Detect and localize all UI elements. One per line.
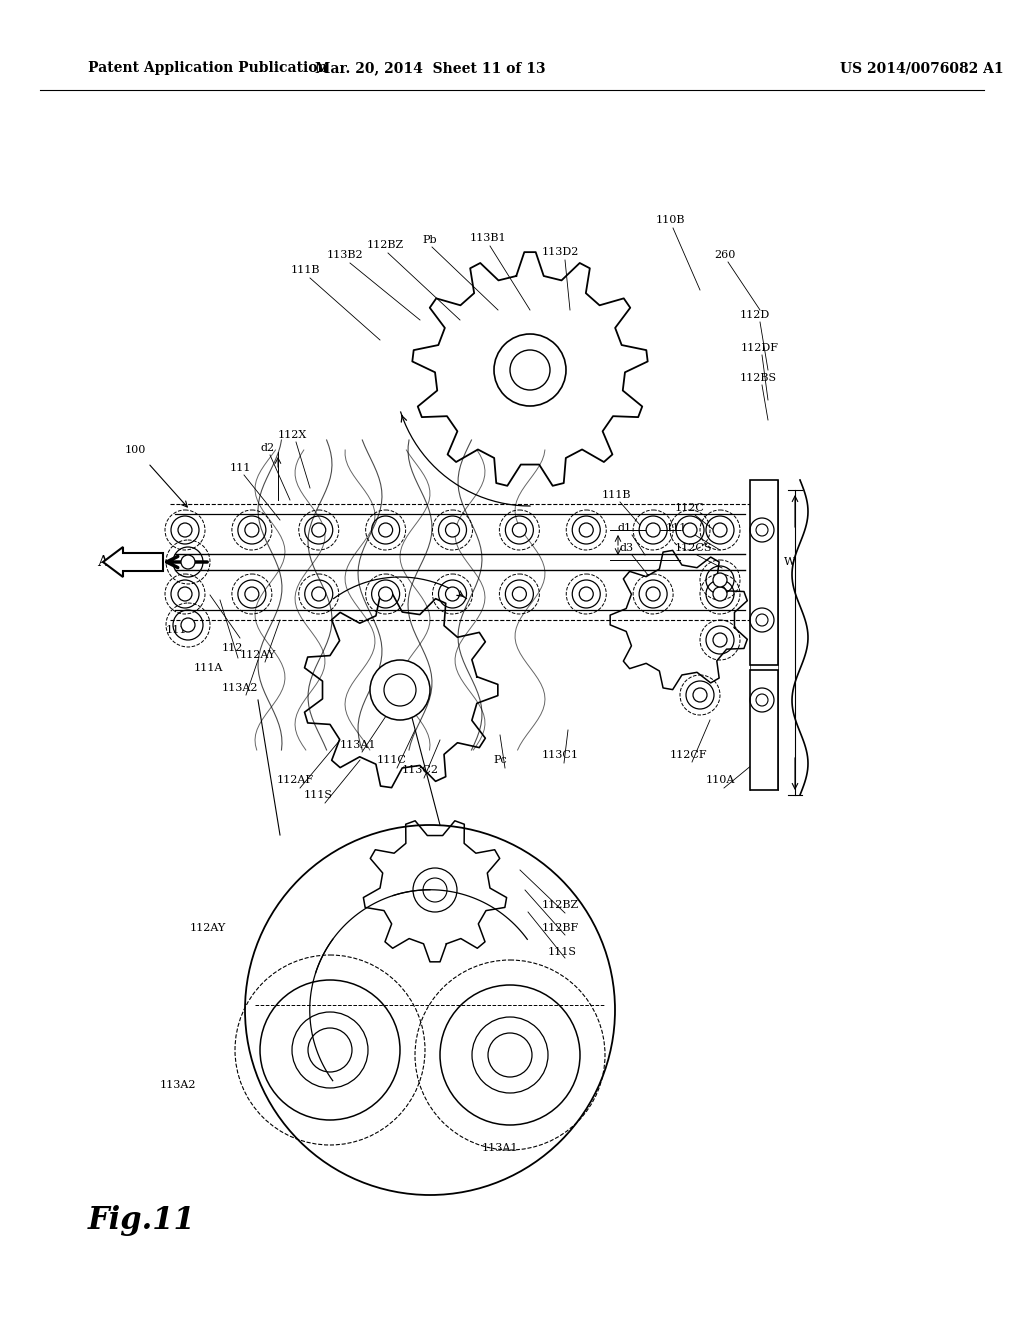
Circle shape bbox=[580, 523, 593, 537]
Text: 110B: 110B bbox=[655, 215, 685, 224]
Circle shape bbox=[311, 587, 326, 601]
Text: 112AF: 112AF bbox=[276, 775, 313, 785]
Text: 112BZ: 112BZ bbox=[367, 240, 403, 249]
Text: 112X: 112X bbox=[278, 430, 306, 440]
Text: 111B: 111B bbox=[290, 265, 319, 275]
Circle shape bbox=[713, 523, 727, 537]
Text: Pc: Pc bbox=[494, 755, 507, 766]
Circle shape bbox=[423, 878, 447, 902]
Text: d1: d1 bbox=[617, 523, 632, 533]
Text: 111S: 111S bbox=[303, 789, 333, 800]
Text: US 2014/0076082 A1: US 2014/0076082 A1 bbox=[840, 61, 1004, 75]
Circle shape bbox=[512, 523, 526, 537]
Text: 113A2: 113A2 bbox=[160, 1080, 197, 1090]
Text: 113B2: 113B2 bbox=[327, 249, 364, 260]
Circle shape bbox=[756, 524, 768, 536]
Text: 111B: 111B bbox=[601, 490, 631, 500]
Text: 111C: 111C bbox=[377, 755, 407, 766]
Circle shape bbox=[580, 587, 593, 601]
Text: 112AY: 112AY bbox=[240, 649, 276, 660]
Text: 112BF: 112BF bbox=[542, 923, 579, 933]
Text: 112BS: 112BS bbox=[739, 374, 776, 383]
Circle shape bbox=[693, 688, 707, 702]
Circle shape bbox=[379, 587, 392, 601]
Circle shape bbox=[181, 554, 195, 569]
Text: 113A1: 113A1 bbox=[340, 741, 376, 750]
Text: 111-: 111- bbox=[166, 624, 190, 635]
Circle shape bbox=[488, 1034, 532, 1077]
Circle shape bbox=[756, 614, 768, 626]
Circle shape bbox=[379, 523, 392, 537]
Circle shape bbox=[510, 350, 550, 389]
Circle shape bbox=[178, 587, 193, 601]
Text: 113B1: 113B1 bbox=[470, 234, 506, 243]
Text: 112: 112 bbox=[221, 643, 243, 653]
Text: 100: 100 bbox=[124, 445, 145, 455]
Text: 113A2: 113A2 bbox=[222, 682, 258, 693]
Circle shape bbox=[756, 694, 768, 706]
Circle shape bbox=[713, 587, 727, 601]
Circle shape bbox=[646, 523, 660, 537]
Text: 112CS: 112CS bbox=[674, 543, 712, 553]
Circle shape bbox=[413, 869, 457, 912]
Text: A: A bbox=[97, 554, 109, 569]
Circle shape bbox=[512, 587, 526, 601]
Text: Patent Application Publication: Patent Application Publication bbox=[88, 61, 328, 75]
Text: Mar. 20, 2014  Sheet 11 of 13: Mar. 20, 2014 Sheet 11 of 13 bbox=[314, 61, 546, 75]
Circle shape bbox=[445, 587, 460, 601]
Text: 111B: 111B bbox=[666, 523, 694, 533]
Text: 112C: 112C bbox=[675, 503, 705, 513]
Text: 113D2: 113D2 bbox=[542, 247, 579, 257]
Text: 260: 260 bbox=[715, 249, 735, 260]
Text: 113C1: 113C1 bbox=[542, 750, 579, 760]
Text: 112D: 112D bbox=[740, 310, 770, 319]
Circle shape bbox=[445, 523, 460, 537]
Text: 112DF: 112DF bbox=[741, 343, 779, 352]
Circle shape bbox=[713, 573, 727, 587]
Circle shape bbox=[384, 675, 416, 706]
Text: 113C2: 113C2 bbox=[401, 766, 438, 775]
Circle shape bbox=[370, 660, 430, 719]
Text: 110A: 110A bbox=[706, 775, 734, 785]
Text: 111A: 111A bbox=[194, 663, 222, 673]
Text: 111S: 111S bbox=[548, 946, 577, 957]
Text: 111: 111 bbox=[229, 463, 251, 473]
Text: 112CF: 112CF bbox=[670, 750, 707, 760]
Text: d2: d2 bbox=[261, 444, 275, 453]
Text: 112BZ: 112BZ bbox=[542, 900, 579, 909]
Circle shape bbox=[494, 334, 566, 407]
Text: W: W bbox=[784, 557, 796, 568]
Circle shape bbox=[646, 587, 660, 601]
Circle shape bbox=[713, 634, 727, 647]
FancyBboxPatch shape bbox=[750, 671, 778, 789]
FancyBboxPatch shape bbox=[750, 480, 778, 665]
Circle shape bbox=[311, 523, 326, 537]
Circle shape bbox=[178, 523, 193, 537]
Circle shape bbox=[683, 523, 697, 537]
Circle shape bbox=[245, 523, 259, 537]
Text: d3: d3 bbox=[620, 543, 634, 553]
Text: 113A1: 113A1 bbox=[481, 1143, 518, 1152]
FancyArrow shape bbox=[103, 546, 163, 577]
Text: Fig.11: Fig.11 bbox=[88, 1204, 196, 1236]
Text: Pb: Pb bbox=[423, 235, 437, 246]
Text: 112AY: 112AY bbox=[189, 923, 226, 933]
Circle shape bbox=[181, 618, 195, 632]
Circle shape bbox=[245, 587, 259, 601]
Circle shape bbox=[308, 1028, 352, 1072]
